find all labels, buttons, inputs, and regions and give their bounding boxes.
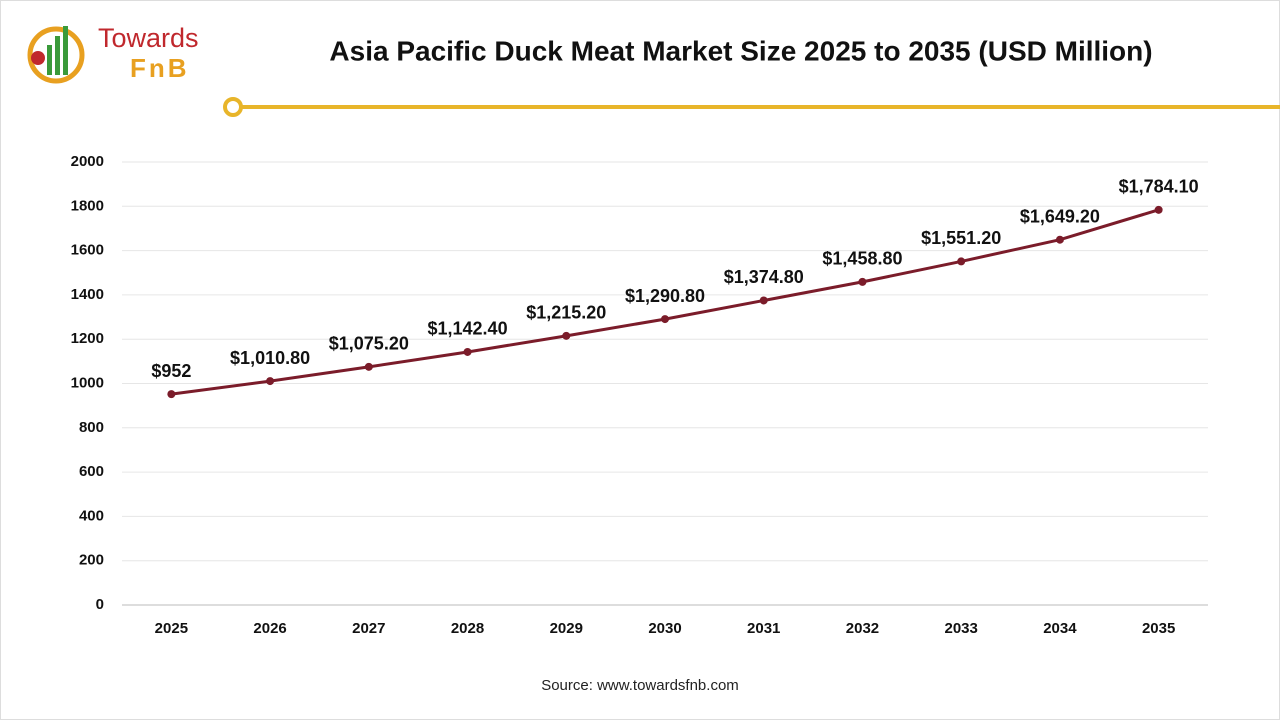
x-tick-label: 2027 (352, 620, 385, 637)
title-rule-dot (223, 97, 243, 117)
point (1154, 205, 1163, 214)
y-tick-label: 1200 (71, 330, 104, 347)
point (266, 377, 275, 386)
y-tick-label: 200 (79, 552, 104, 569)
plot-area: 0 200 400 600 800 1000 1200 1400 1600 1800 2000 202… (71, 153, 1208, 637)
y-tick-label: 1400 (71, 286, 104, 303)
y-tick-label: 0 (96, 596, 104, 613)
point (167, 390, 176, 399)
point (759, 296, 768, 305)
y-tick-label: 1000 (71, 374, 104, 391)
data-label: $1,075.20 (329, 334, 409, 354)
logo-dot (31, 51, 45, 65)
point (1055, 235, 1064, 244)
logo-word: FnB (130, 53, 190, 83)
data-label: $1,215.20 (526, 303, 606, 323)
point (858, 277, 867, 286)
y-tick-label: 400 (79, 507, 104, 524)
x-tick-label: 2030 (648, 620, 681, 637)
y-tick-label: 2000 (71, 153, 104, 170)
logo-bar (55, 36, 60, 75)
point (661, 315, 669, 324)
x-tick-label: 2033 (944, 620, 977, 637)
data-label: $1,290.80 (625, 286, 705, 306)
y-tick-label: 1800 (71, 197, 104, 214)
logo: Towards FnB (27, 23, 199, 84)
source: Source: www.towardsfnb.com (541, 677, 739, 694)
x-tick-label: 2026 (253, 620, 286, 637)
y-tick-label: 600 (79, 463, 104, 480)
point (957, 257, 966, 266)
logo-ring (27, 26, 85, 84)
point (364, 362, 373, 371)
data-label: $1,374.80 (724, 267, 804, 287)
data-label: $1,142.40 (428, 319, 508, 339)
x-tick-label: 2034 (1043, 620, 1077, 637)
x-tick-label: 2035 (1142, 620, 1175, 637)
x-tick-label: 2031 (747, 620, 780, 637)
x-tick-label: 2032 (846, 620, 879, 637)
point (562, 331, 571, 340)
data-label: $1,010.80 (230, 348, 310, 368)
logo-bar (63, 26, 68, 75)
data-label: $1,551.20 (921, 228, 1001, 248)
x-tick-label: 2028 (451, 620, 484, 637)
x-tick-label: 2025 (155, 620, 188, 637)
point (463, 347, 472, 356)
logo-bar (47, 45, 52, 75)
data-label: $952 (151, 361, 191, 381)
chart-title: Asia Pacific Duck Meat Market Size 2025 … (329, 35, 1152, 66)
y-tick-label: 1600 (71, 242, 104, 259)
data-label: $1,784.10 (1119, 177, 1199, 197)
logo-word: Towards (98, 23, 199, 53)
data-label: $1,649.20 (1020, 206, 1100, 226)
x-tick-label: 2029 (550, 620, 583, 637)
data-label: $1,458.80 (822, 249, 902, 269)
y-tick-label: 800 (79, 419, 104, 436)
